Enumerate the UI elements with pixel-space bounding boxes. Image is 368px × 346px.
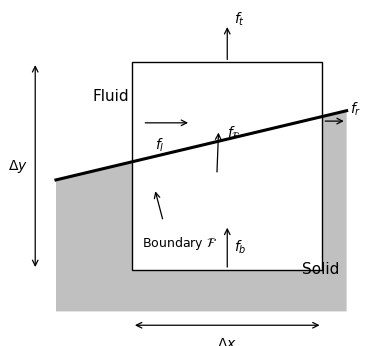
- Text: Boundary $\mathcal{F}$: Boundary $\mathcal{F}$: [142, 235, 217, 252]
- Polygon shape: [56, 111, 347, 311]
- Text: $f_{\mathcal{F}}$: $f_{\mathcal{F}}$: [227, 125, 241, 142]
- Text: $f_r$: $f_r$: [350, 100, 361, 118]
- Text: Fluid: Fluid: [92, 89, 129, 104]
- Text: $\Delta x$: $\Delta x$: [217, 337, 237, 346]
- Text: Solid: Solid: [302, 262, 340, 277]
- Text: $f_t$: $f_t$: [234, 10, 245, 28]
- Text: $f_l$: $f_l$: [155, 137, 164, 154]
- Text: $f_b$: $f_b$: [234, 239, 247, 256]
- Text: $\Delta y$: $\Delta y$: [8, 157, 28, 175]
- Bar: [132, 62, 322, 270]
